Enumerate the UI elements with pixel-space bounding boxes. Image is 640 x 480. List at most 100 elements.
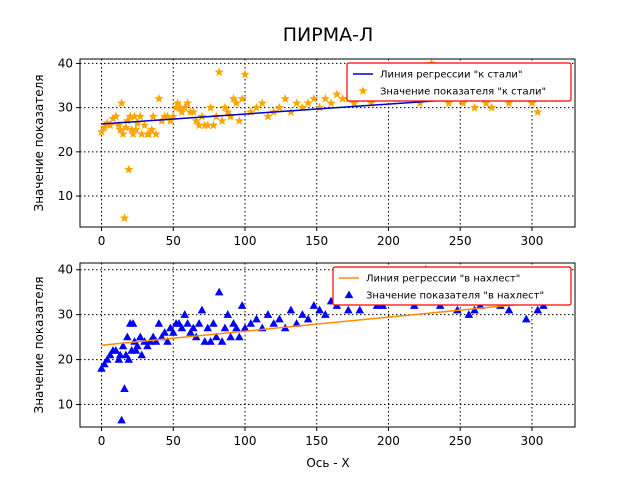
bottom-data-point: [148, 332, 158, 341]
top-data-point: [135, 111, 145, 121]
top-data-point: [168, 111, 178, 121]
bottom-x-tick-label: 100: [234, 434, 257, 448]
bottom-x-tick-label: 250: [449, 434, 472, 448]
top-data-point: [246, 107, 256, 116]
bottom-legend-marker-swatch: [344, 290, 354, 299]
top-x-tick-label: 50: [166, 234, 181, 248]
top-data-point: [102, 118, 112, 127]
bottom-data-point: [137, 350, 146, 359]
top-data-point: [140, 120, 150, 130]
bottom-data-point: [160, 328, 169, 336]
top-data-point: [124, 164, 134, 174]
bottom-data-point: [194, 319, 204, 327]
bottom-data-point: [200, 337, 210, 345]
top-legend-regression-label: Линия регрессии "к стали": [380, 70, 522, 81]
bottom-data-point: [214, 287, 224, 296]
bottom-data-point: [217, 337, 227, 345]
top-data-point: [122, 116, 132, 125]
top-legend-marker-swatch: [358, 86, 368, 95]
top-data-point: [154, 93, 164, 103]
top-data-point: [237, 93, 247, 103]
top-x-tick-label: 300: [521, 234, 544, 248]
bottom-x-tick-label: 150: [305, 434, 328, 448]
top-data-point: [117, 98, 127, 108]
bottom-data-point: [128, 319, 138, 327]
bottom-y-tick-label: 30: [58, 308, 73, 322]
top-data-point: [533, 107, 543, 116]
top-data-point: [108, 113, 118, 123]
top-data-point: [263, 111, 273, 121]
top-data-point: [226, 111, 236, 121]
bottom-data-point: [355, 305, 365, 314]
top-data-point: [165, 116, 175, 125]
top-data-point: [127, 124, 137, 134]
bottom-data-point: [180, 310, 190, 318]
top-data-point: [132, 118, 142, 127]
top-data-point: [125, 111, 135, 121]
bottom-y-axis-label: Значение показателя: [32, 277, 46, 414]
top-data-point: [162, 111, 173, 121]
top-x-tick-label: 200: [377, 234, 400, 248]
bottom-data-point: [206, 337, 215, 345]
top-data-point: [173, 98, 183, 108]
bottom-data-point: [292, 319, 301, 327]
top-data-point: [121, 122, 131, 132]
bottom-data-point: [133, 341, 142, 350]
top-data-point: [177, 107, 187, 116]
bottom-data-point: [240, 323, 250, 332]
top-data-point: [175, 102, 185, 112]
bottom-data-point: [174, 319, 184, 327]
top-data-point: [128, 129, 138, 139]
bottom-data-point: [533, 305, 542, 314]
top-data-point: [96, 127, 107, 136]
bottom-regression-line: [101, 299, 561, 346]
top-data-point: [105, 120, 115, 130]
bottom-data-point: [166, 323, 175, 332]
top-y-tick-label: 40: [58, 56, 73, 70]
top-y-axis-label: Значение показателя: [32, 75, 46, 212]
top-data-point: [203, 120, 213, 130]
top-data-point: [228, 93, 239, 103]
bottom-data-point: [309, 301, 319, 309]
bottom-data-point: [102, 355, 112, 363]
bottom-data-point: [124, 355, 134, 363]
bottom-data-point: [177, 323, 187, 332]
top-data-point: [131, 124, 141, 134]
bottom-data-point: [203, 323, 212, 332]
bottom-data-point: [275, 314, 284, 323]
bottom-data-point: [315, 305, 324, 314]
bottom-y-tick-label: 20: [58, 353, 73, 367]
bottom-data-point: [344, 305, 353, 314]
top-data-point: [223, 107, 233, 116]
bottom-data-point: [237, 301, 247, 309]
bottom-data-point: [189, 323, 198, 332]
bottom-data-point: [226, 332, 235, 341]
top-data-point: [332, 89, 342, 99]
top-data-point: [415, 98, 425, 108]
top-data-point: [315, 102, 325, 112]
bottom-data-point: [303, 314, 313, 323]
bottom-data-point: [453, 305, 462, 314]
top-data-point: [338, 93, 348, 103]
top-data-point: [118, 129, 128, 139]
top-data-point: [504, 98, 514, 108]
top-data-point: [240, 69, 250, 79]
top-data-point: [326, 98, 336, 108]
bottom-data-point: [246, 319, 256, 327]
top-legend-box: [346, 62, 572, 102]
top-data-point: [197, 111, 207, 121]
bottom-data-point: [321, 310, 330, 318]
top-data-point: [487, 102, 497, 112]
bottom-data-point: [197, 305, 207, 314]
bottom-data-point: [118, 341, 128, 350]
bottom-data-point: [120, 384, 129, 392]
top-data-point: [444, 98, 454, 108]
bottom-data-point: [117, 415, 126, 424]
bottom-data-point: [220, 323, 230, 332]
top-data-point: [144, 129, 154, 139]
top-data-point: [231, 98, 241, 108]
bottom-data-point: [252, 314, 261, 323]
bottom-data-point: [464, 310, 474, 318]
top-data-point: [114, 120, 124, 130]
bottom-data-point: [470, 305, 479, 314]
